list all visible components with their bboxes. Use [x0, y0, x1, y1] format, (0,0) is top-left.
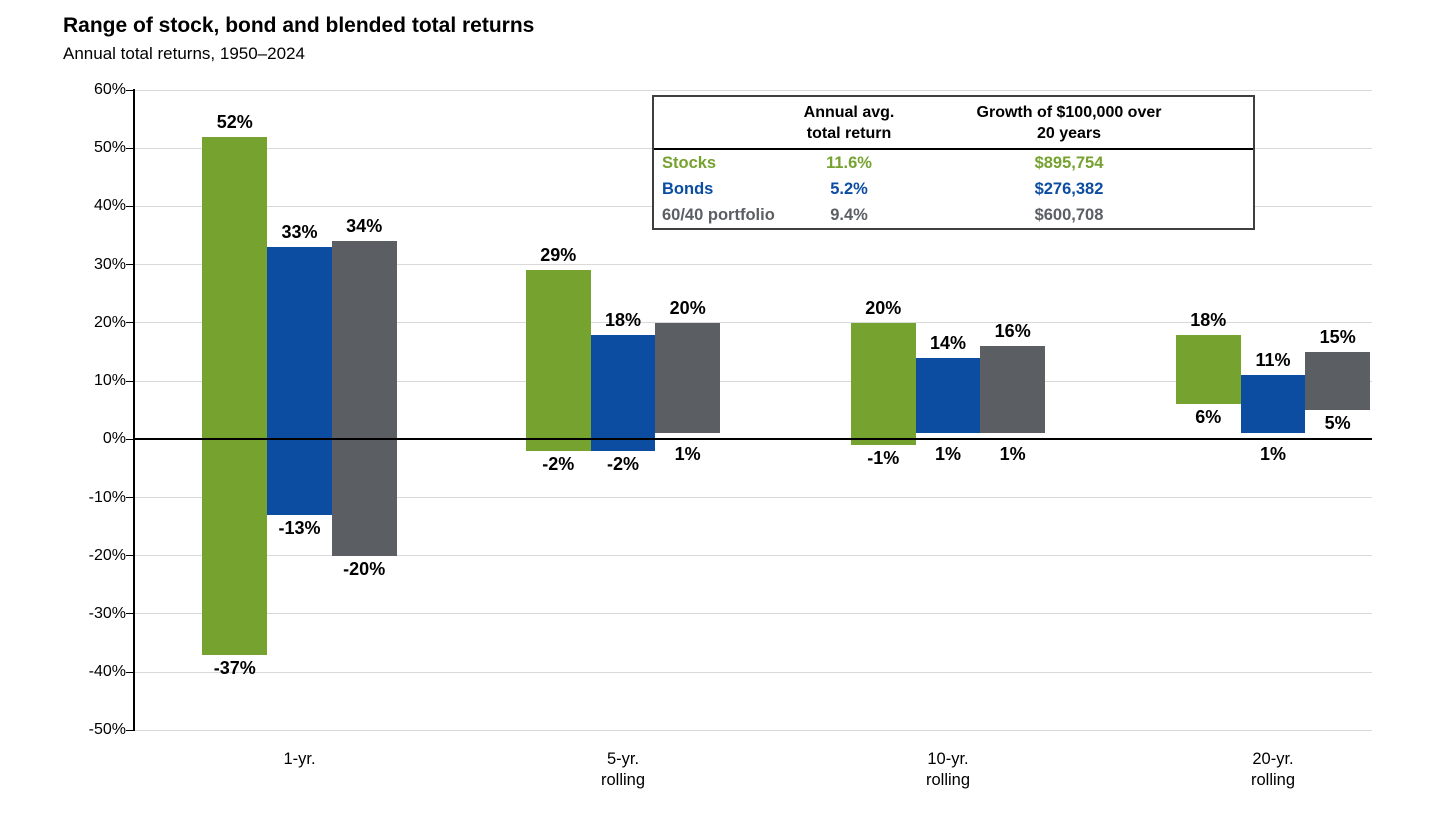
bar-label-max-blend-cat0: 34% — [346, 216, 383, 237]
y-tick-60 — [126, 89, 134, 91]
zero-line — [135, 438, 1372, 441]
summary-table-header-row: Annual avg. total return Growth of $100,… — [654, 97, 1253, 150]
bar-label-min-stocks-cat2: -1% — [867, 448, 900, 469]
y-axis-label-0: 0% — [102, 430, 126, 448]
gridline--30 — [135, 613, 1372, 615]
y-axis-label-50: 50% — [93, 139, 126, 157]
y-axis-label-40: 40% — [93, 197, 126, 215]
gridline--40 — [135, 671, 1372, 673]
y-tick--50 — [126, 729, 134, 731]
y-axis-label--50: -50% — [88, 721, 126, 739]
summary-row-60-40-portfolio: 60/40 portfolio 9.4% $600,708 — [654, 202, 1253, 228]
y-axis-label--20: -20% — [88, 546, 126, 564]
y-axis-label-10: 10% — [93, 372, 126, 390]
summary-table: Annual avg. total return Growth of $100,… — [652, 95, 1255, 230]
bar-label-max-stocks-cat3: 18% — [1190, 309, 1227, 330]
y-tick-0 — [126, 438, 134, 440]
summary-table-header-growth: Growth of $100,000 over 20 years — [976, 104, 1162, 142]
bar-label-min-bonds-cat2: 1% — [934, 444, 961, 465]
bar-label-max-bonds-cat3: 11% — [1255, 350, 1291, 371]
blend-avg-return: 9.4% — [830, 206, 868, 224]
y-tick--40 — [126, 671, 134, 673]
summary-row-stocks: Stocks 11.6% $895,754 — [654, 150, 1253, 176]
summary-table-header-annual-avg: Annual avg. total return — [803, 104, 895, 142]
gridline--20 — [135, 555, 1372, 557]
bar-bonds-cat3 — [1240, 375, 1306, 434]
page-title: Range of stock, bond and blended total r… — [63, 14, 535, 37]
y-tick-30 — [126, 264, 134, 266]
summary-table-corner-cell — [654, 97, 779, 148]
y-tick-50 — [126, 147, 134, 149]
y-tick-20 — [126, 322, 134, 324]
page-subtitle: Annual total returns, 1950–2024 — [63, 44, 305, 63]
bar-stocks-cat2 — [850, 322, 916, 446]
bar-label-max-stocks-cat0: 52% — [216, 111, 253, 132]
bar-label-min-blend-cat1: 1% — [674, 444, 701, 465]
bar-label-min-bonds-cat1: -2% — [606, 453, 639, 474]
y-axis-label-60: 60% — [93, 81, 126, 98]
bar-blend-cat2 — [980, 346, 1046, 434]
bar-label-min-stocks-cat1: -2% — [542, 453, 575, 474]
stocks-row-filler — [1219, 150, 1253, 176]
bar-label-min-stocks-cat0: -37% — [213, 657, 256, 678]
bar-bonds-cat1 — [590, 334, 656, 451]
summary-table-header-filler — [1219, 97, 1253, 148]
y-tick-40 — [126, 205, 134, 207]
bar-stocks-cat1 — [525, 270, 591, 451]
blend-growth: $600,708 — [1034, 206, 1104, 224]
gridline--10 — [135, 497, 1372, 499]
bar-stocks-cat0 — [202, 136, 268, 655]
y-tick--10 — [126, 497, 134, 499]
bar-label-max-bonds-cat1: 18% — [604, 309, 642, 330]
bar-label-max-blend-cat1: 20% — [669, 297, 706, 318]
x-axis-label-cat2: 10-yr. rolling — [925, 750, 971, 789]
bar-label-max-stocks-cat2: 20% — [865, 297, 902, 318]
y-tick--20 — [126, 555, 134, 557]
bar-label-max-stocks-cat1: 29% — [540, 245, 577, 266]
bar-blend-cat0 — [331, 241, 397, 556]
gridline-60 — [135, 89, 1372, 91]
bonds-avg-return: 5.2% — [830, 180, 868, 198]
x-axis-label-cat3: 20-yr. rolling — [1250, 750, 1296, 789]
y-axis-label--30: -30% — [88, 604, 126, 622]
bar-bonds-cat2 — [915, 357, 981, 434]
stocks-avg-return: 11.6% — [826, 154, 872, 172]
blend-row-filler — [1219, 202, 1253, 228]
gridline-30 — [135, 264, 1372, 266]
bar-blend-cat3 — [1305, 351, 1371, 411]
y-axis-line — [133, 89, 135, 732]
y-axis-label--40: -40% — [88, 663, 126, 681]
bar-bonds-cat0 — [267, 247, 332, 515]
bonds-growth: $276,382 — [1034, 180, 1104, 198]
x-axis-label-cat1: 5-yr. rolling — [600, 750, 646, 789]
bar-label-min-bonds-cat0: -13% — [278, 517, 321, 538]
bar-blend-cat1 — [655, 322, 721, 434]
bar-stocks-cat3 — [1175, 334, 1241, 405]
bar-label-min-blend-cat3: 5% — [1324, 413, 1351, 434]
gridline-10 — [135, 380, 1372, 382]
y-tick--30 — [126, 613, 134, 615]
blend-row-label: 60/40 portfolio — [662, 206, 775, 224]
y-tick-10 — [126, 380, 134, 382]
stocks-row-label: Stocks — [662, 154, 717, 172]
y-axis-label-30: 30% — [93, 255, 126, 273]
bonds-row-filler — [1219, 176, 1253, 202]
bar-label-max-bonds-cat0: 33% — [281, 222, 318, 243]
bar-label-max-blend-cat3: 15% — [1319, 326, 1356, 347]
gridline--50 — [135, 729, 1372, 731]
x-axis-label-cat0: 1-yr. — [283, 750, 316, 768]
bonds-row-label: Bonds — [662, 180, 714, 198]
y-axis-label--10: -10% — [88, 488, 126, 506]
bar-label-min-bonds-cat3: 1% — [1259, 444, 1286, 465]
bar-label-min-blend-cat0: -20% — [343, 558, 386, 579]
bar-label-min-blend-cat2: 1% — [999, 444, 1026, 465]
bar-label-max-blend-cat2: 16% — [994, 321, 1031, 342]
bar-label-min-stocks-cat3: 6% — [1195, 407, 1222, 428]
y-axis-label-20: 20% — [93, 313, 126, 331]
stocks-growth: $895,754 — [1034, 154, 1104, 172]
bar-label-max-bonds-cat2: 14% — [929, 332, 967, 353]
summary-row-bonds: Bonds 5.2% $276,382 — [654, 176, 1253, 202]
gridline-20 — [135, 322, 1372, 324]
